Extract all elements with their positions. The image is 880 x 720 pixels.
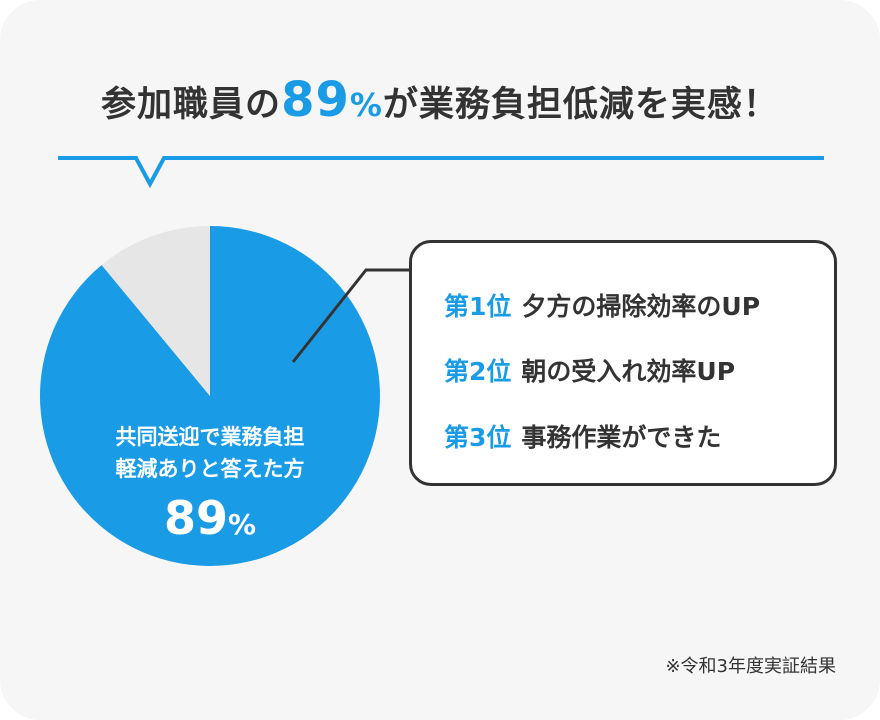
leader-line xyxy=(291,268,409,363)
rank-label: 第1位 xyxy=(444,292,512,321)
pie-annotation-line-2: 軽減ありと答えた方 xyxy=(116,457,305,481)
headline-prefix: 参加職員の xyxy=(101,85,282,125)
rank-text: 朝の受入れ効率UP xyxy=(521,357,736,386)
rank-text: 事務作業ができた xyxy=(521,423,722,452)
headline-suffix: が業務負担低減を実感！ xyxy=(382,85,779,125)
pie-annotation-value: 89% xyxy=(164,491,256,545)
rank-label: 第2位 xyxy=(444,357,512,386)
pie-annotation-unit: % xyxy=(228,508,256,541)
rank-label: 第3位 xyxy=(444,423,512,452)
headline-number: 89 xyxy=(281,72,350,128)
footnote: ※令和3年度実証結果 xyxy=(665,656,836,677)
pie-annotation-number: 89 xyxy=(164,491,228,545)
rank-text: 夕方の掃除効率のUP xyxy=(521,292,761,321)
headline: 参加職員の89%が業務負担低減を実感！ xyxy=(0,72,880,128)
pie-slice-remainder xyxy=(101,226,210,396)
headline-percent: % xyxy=(349,86,383,124)
pie-slices xyxy=(39,226,380,567)
pie-annotation-line-1: 共同送迎で業務負担 xyxy=(116,425,305,449)
ranking-box: 第1位 夕方の掃除効率のUP 第2位 朝の受入れ効率UP 第3位 事務作業ができた xyxy=(409,240,837,486)
ranking-item-2: 第2位 朝の受入れ効率UP xyxy=(444,352,735,388)
ranking-item-1: 第1位 夕方の掃除効率のUP xyxy=(444,287,760,323)
pie-slice-main xyxy=(39,226,380,567)
headline-underline xyxy=(58,156,824,189)
ranking-item-3: 第3位 事務作業ができた xyxy=(444,418,721,454)
